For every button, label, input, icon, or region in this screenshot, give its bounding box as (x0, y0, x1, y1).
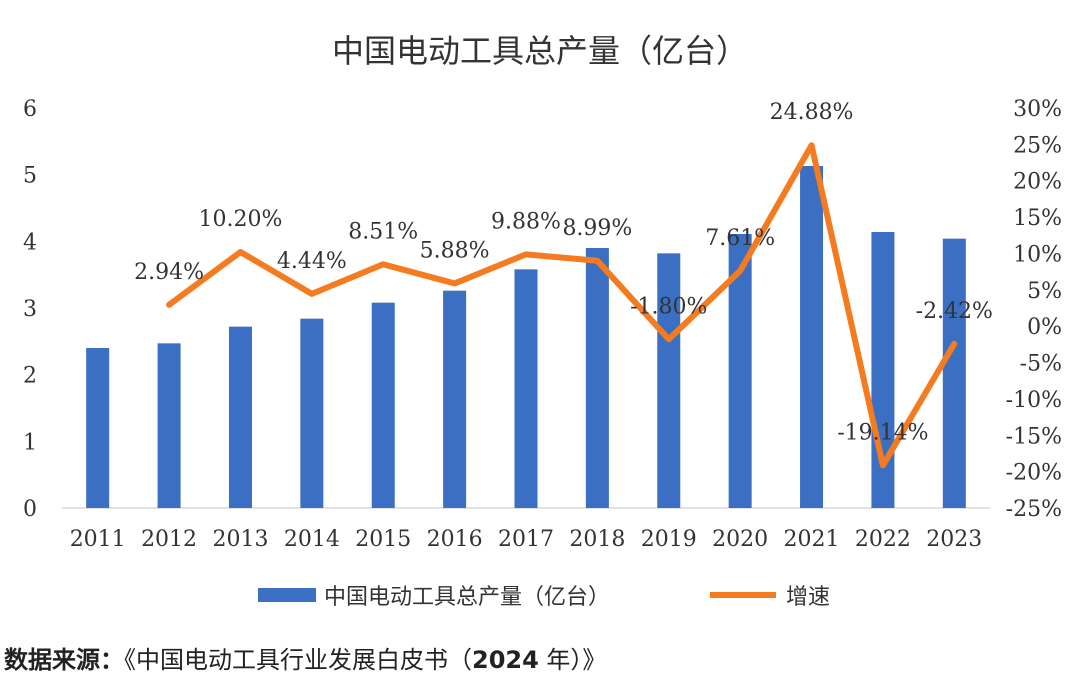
combo-chart: 中国电动工具总产量（亿台） 0 1 2 3 4 5 6 -25% -20% -15% -10% -5… (23, 32, 1062, 610)
x-tick-label: 2013 (212, 527, 268, 552)
data-label-2018: 8.99% (562, 216, 632, 241)
bar-2023 (942, 238, 966, 508)
bar-2017 (514, 269, 538, 508)
x-tick-label: 2022 (855, 527, 911, 552)
bar-2013 (228, 326, 252, 508)
data-label-2015: 8.51% (348, 219, 418, 244)
bar-2018 (585, 248, 609, 508)
y-right-tick-label: 10% (1013, 242, 1062, 267)
x-tick-label: 2019 (641, 527, 697, 552)
y-right-tick-label: 0% (1027, 315, 1062, 340)
y-axis-right: -25% -20% -15% -10% -5% 0% 5% 10% 15% 20% 25% 30% (1006, 97, 1062, 522)
y-left-tick-label: 2 (23, 364, 37, 389)
y-left-tick-label: 4 (23, 230, 37, 255)
y-right-tick-label: 30% (1013, 97, 1062, 122)
data-label-2014: 4.44% (277, 249, 347, 274)
x-tick-label: 2020 (712, 527, 768, 552)
bar-2021 (800, 166, 824, 508)
y-right-tick-label: 15% (1013, 206, 1062, 231)
growth-line (166, 142, 958, 469)
y-left-tick-label: 6 (23, 97, 37, 122)
bar-2016 (443, 290, 467, 508)
data-label-2021: 24.88% (770, 100, 854, 125)
bar-2011 (86, 348, 110, 508)
y-axis-left: 0 1 2 3 4 5 6 (23, 97, 37, 522)
data-source-note: 数据来源：《中国电动工具行业发展白皮书（2024 年）》 (4, 640, 606, 675)
source-text: 《中国电动工具行业发展白皮书（ (124, 646, 472, 674)
data-label-2012: 2.94% (134, 260, 204, 285)
chart-title: 中国电动工具总产量（亿台） (332, 32, 748, 70)
x-tick-label: 2023 (926, 527, 982, 552)
data-label-2019: -1.80% (630, 294, 707, 319)
y-right-tick-label: 20% (1013, 170, 1062, 195)
source-year: 2024 (472, 646, 539, 674)
y-right-tick-label: 25% (1013, 133, 1062, 158)
y-right-tick-label: 5% (1027, 279, 1062, 304)
source-label: 数据来源： (4, 646, 124, 674)
bar-series (86, 166, 966, 508)
y-right-tick-label: -20% (1006, 461, 1062, 486)
x-tick-label: 2016 (427, 527, 483, 552)
y-right-tick-label: -25% (1006, 497, 1062, 522)
x-tick-label: 2017 (498, 527, 554, 552)
data-label-2017: 9.88% (491, 209, 561, 234)
x-tick-label: 2012 (141, 527, 197, 552)
x-tick-label: 2011 (70, 527, 126, 552)
x-axis-ticks: 2011 2012 2013 2014 2015 2016 2017 2018 2019 2020… (70, 527, 983, 552)
legend-swatch-bar (258, 588, 316, 602)
x-tick-label: 2018 (569, 527, 625, 552)
data-label-2022: -19.14% (837, 420, 928, 445)
data-label-2023: -2.42% (916, 299, 993, 324)
bar-2019 (657, 253, 681, 508)
x-tick-label: 2021 (784, 527, 840, 552)
data-label-2016: 5.88% (420, 238, 490, 263)
y-left-tick-label: 5 (23, 164, 37, 189)
x-tick-label: 2015 (355, 527, 411, 552)
bar-2015 (371, 302, 395, 508)
x-tick-label: 2014 (284, 527, 340, 552)
y-left-tick-label: 0 (23, 497, 37, 522)
bar-2020 (728, 234, 752, 508)
bar-2012 (157, 343, 181, 508)
y-left-tick-label: 3 (23, 297, 37, 322)
data-label-2013: 10.20% (199, 207, 283, 232)
legend-label-bar: 中国电动工具总产量（亿台） (324, 585, 610, 610)
source-suffix: 年）》 (538, 646, 607, 674)
bar-2014 (300, 318, 324, 508)
legend: 中国电动工具总产量（亿台） 增速 (258, 585, 830, 610)
data-label-2020: 7.61% (705, 226, 775, 251)
y-right-tick-label: -5% (1020, 352, 1062, 377)
y-right-tick-label: -15% (1006, 424, 1062, 449)
y-right-tick-label: -10% (1006, 388, 1062, 413)
legend-label-line: 增速 (786, 585, 830, 610)
y-left-tick-label: 1 (23, 430, 37, 455)
data-labels: 2.94% 10.20% 4.44%8.51%5.88%9.88% 8.99% -1.8… (134, 100, 993, 445)
